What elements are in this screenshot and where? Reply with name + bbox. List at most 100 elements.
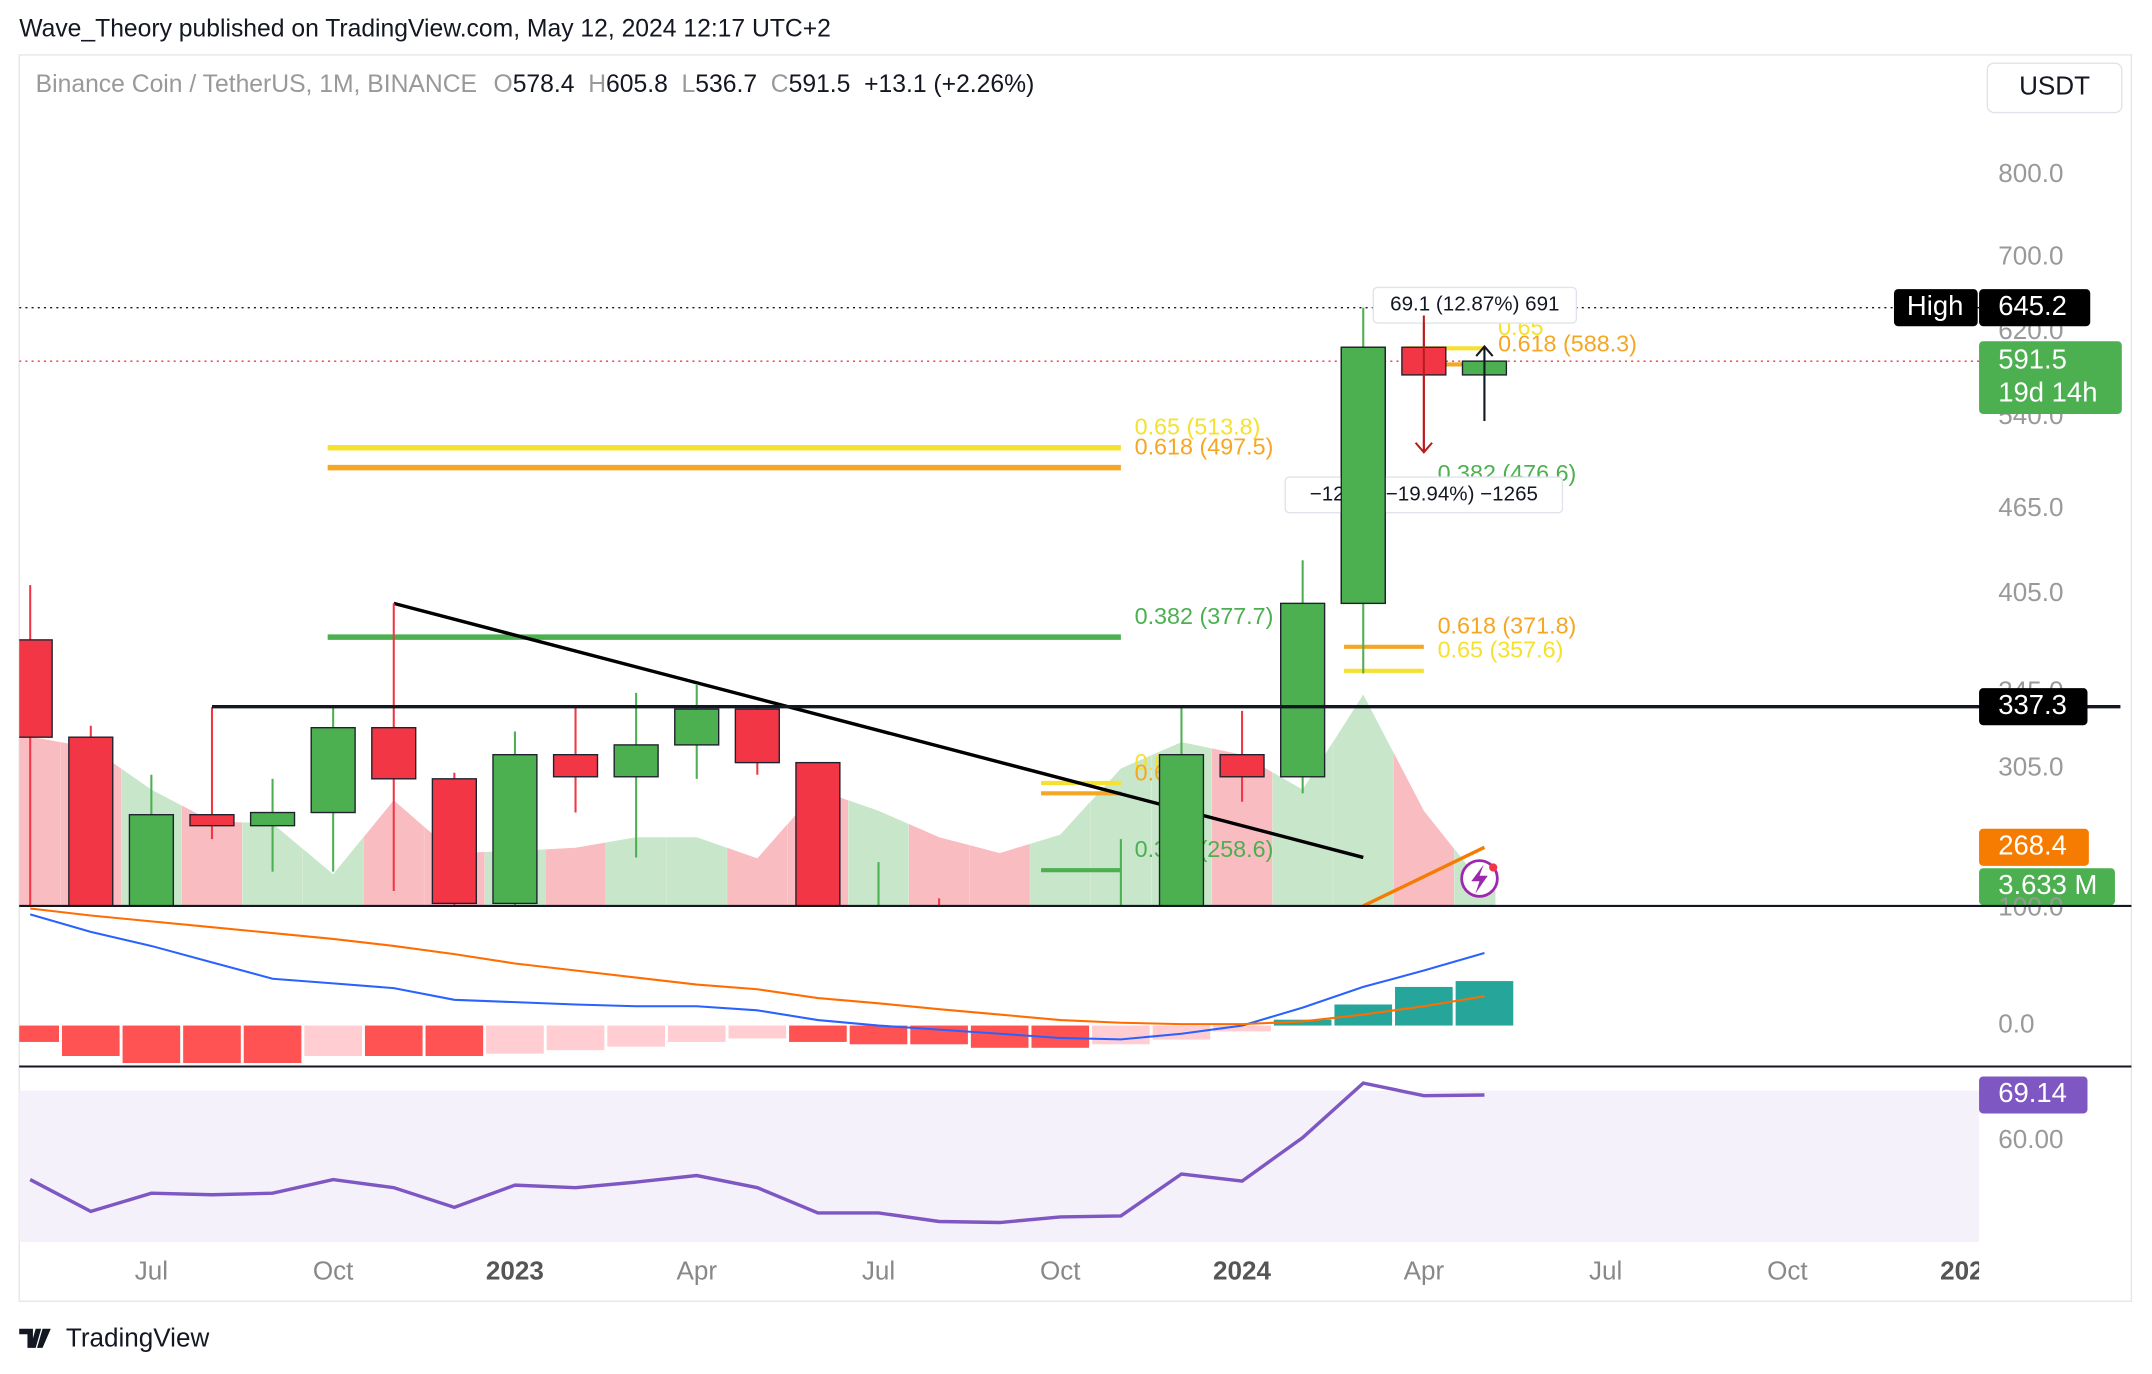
x-tick-label: Jul <box>135 1255 168 1285</box>
macd-histogram-bar <box>243 1025 302 1064</box>
rsi-badge <box>1979 1076 2088 1114</box>
alert-dot <box>1489 863 1498 872</box>
alert-icon[interactable] <box>1460 859 1499 898</box>
candle-body <box>674 708 720 746</box>
macd-histogram-bar <box>19 1025 60 1042</box>
y-tick-label: 700.0 <box>1998 240 2063 270</box>
ohlc-label: H <box>588 71 606 98</box>
ohlc-value: 536.7 <box>695 71 757 98</box>
logo-mark <box>19 1328 51 1348</box>
x-tick-label: Jul <box>1589 1255 1622 1285</box>
fib-label: 0.382 (377.7) <box>1135 603 1274 629</box>
x-tick-label: Oct <box>1767 1255 1808 1285</box>
volume-area <box>1272 742 1333 906</box>
ohlc-value: 578.4 <box>513 71 575 98</box>
candle-body <box>917 911 961 981</box>
measure-label: 69.1 (12.87%) 691 <box>1390 293 1559 316</box>
currency-button-label[interactable]: USDT <box>2019 71 2090 101</box>
footer: TradingView <box>66 1323 210 1353</box>
macd-histogram-bar <box>1455 981 1514 1026</box>
symbol: Binance Coin / TetherUS, 1M, BINANCE <box>36 71 477 98</box>
macd-histogram-bar <box>364 1025 423 1056</box>
macd-histogram-bar <box>849 1025 908 1045</box>
candle-body <box>19 639 53 738</box>
y-tick-label: 405.0 <box>1998 577 2063 607</box>
support-badge <box>1979 688 2088 726</box>
volume-badge <box>1979 868 2115 906</box>
candle-body <box>492 753 538 905</box>
ohlc-value: 591.5 <box>789 71 851 98</box>
macd-histogram-bar <box>1031 1025 1090 1048</box>
trend-badge <box>1979 828 2089 866</box>
candle-body <box>1038 948 1082 987</box>
candle-body <box>431 778 477 905</box>
candle-body <box>128 814 175 906</box>
macd-histogram-bar <box>546 1025 605 1051</box>
macd-histogram-bar <box>183 1025 241 1064</box>
candle-body <box>189 814 235 827</box>
signal-line <box>30 907 1485 1026</box>
macd-histogram-bar <box>1152 1025 1211 1040</box>
volume-area <box>545 842 606 906</box>
x-tick-label: Oct <box>1040 1255 1081 1285</box>
rsi-band <box>19 1090 1980 1243</box>
volume-badge-text: 3.633 M <box>1998 869 2097 900</box>
support-badge-text: 337.3 <box>1998 689 2067 720</box>
volume-area <box>848 800 909 906</box>
candle-body <box>552 753 599 778</box>
candle-body <box>1219 753 1265 778</box>
frame <box>18 54 2133 1302</box>
currency-button[interactable] <box>1986 62 2123 114</box>
candle-body <box>1280 602 1326 778</box>
macd-histogram-bar <box>1273 1019 1332 1026</box>
volume-area <box>605 837 667 906</box>
fib-label: 0.65 (357.6) <box>1438 637 1564 663</box>
alert-bolt[interactable] <box>1471 864 1488 894</box>
trend-line <box>1362 845 1486 906</box>
macd-histogram-bar <box>61 1025 120 1056</box>
x-tick-label: 2025 <box>1940 1255 1998 1285</box>
ohlc-label: L <box>682 71 696 98</box>
header: Wave_Theory published on TradingView.com… <box>19 16 831 43</box>
candle-body <box>310 726 356 814</box>
overlay: Binance Coin / TetherUS, 1M, BINANCE O578… <box>36 71 2122 1154</box>
x-tick-label: Apr <box>1404 1255 1445 1285</box>
high-tag-text: High <box>1907 290 1963 321</box>
high-tag <box>1893 289 1978 327</box>
macd-histogram-bar <box>425 1025 484 1056</box>
volume-area <box>1333 694 1394 906</box>
x-tick-label: Oct <box>313 1255 354 1285</box>
macd-histogram-bar <box>667 1025 726 1042</box>
volume-area <box>908 824 970 906</box>
measure-box <box>1372 286 1578 324</box>
candle-body <box>68 736 114 906</box>
macd-histogram-bar <box>789 1025 847 1042</box>
high-badge <box>1979 289 2091 327</box>
candle-body <box>1099 916 1143 948</box>
volume-area <box>19 736 61 906</box>
rsi-line <box>29 1081 1485 1225</box>
macd-histogram-bar <box>607 1025 665 1047</box>
macd-histogram-bar <box>1213 1025 1271 1032</box>
candle-body <box>371 726 417 780</box>
measure-head <box>1414 442 1433 454</box>
x-tick-label: 2023 <box>486 1255 544 1285</box>
fib-label: 0.618 (497.5) <box>1135 434 1274 460</box>
volume-area <box>1030 801 1091 906</box>
candle-body <box>857 911 901 916</box>
candle-body <box>734 708 780 764</box>
last-price-badge <box>1979 341 2122 414</box>
fib-label: 0.618 (371.8) <box>1438 613 1577 639</box>
volume-area <box>1393 752 1455 906</box>
volume-area <box>302 837 364 906</box>
candle-body <box>249 811 296 827</box>
candle-body <box>1158 753 1205 906</box>
macd-tick-label: 0.0 <box>1998 1008 2034 1038</box>
y-tick-label: 305.0 <box>1998 752 2063 782</box>
ohlc-label: C <box>771 71 789 98</box>
change: +13.1 (+2.26%) <box>864 71 1034 98</box>
volume-area <box>666 837 727 906</box>
macd-histogram-bar <box>970 1025 1029 1048</box>
price-pane: 0.65 (513.8)0.618 (497.5) 0.382 (377.7) 0.… <box>19 286 1980 987</box>
